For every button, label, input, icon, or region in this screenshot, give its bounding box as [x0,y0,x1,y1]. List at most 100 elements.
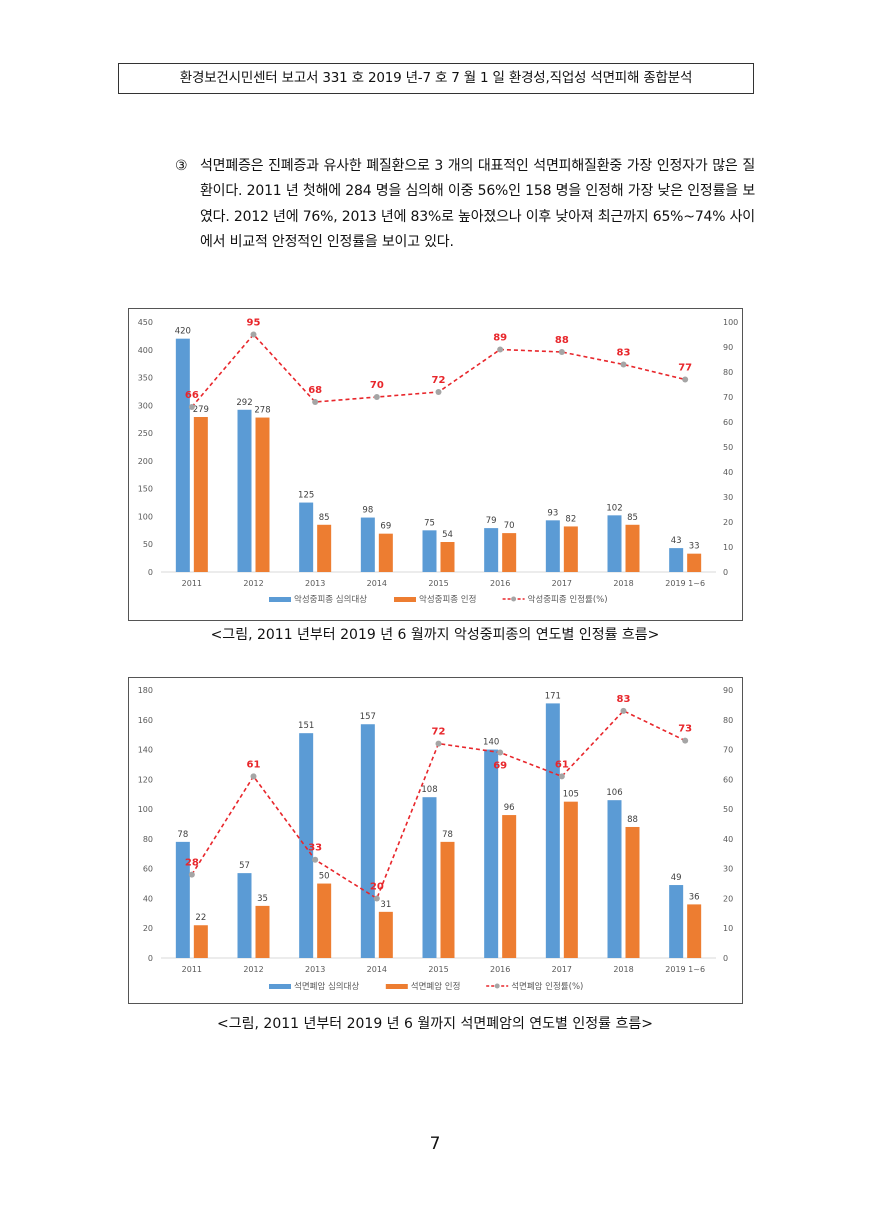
y-tick-label: 140 [138,746,153,755]
y-tick-label: 80 [143,835,153,844]
bar-recognized [440,542,455,572]
rate-data-label: 95 [247,318,261,329]
bar-data-label: 79 [486,516,497,526]
x-tick-label: 2017 [552,965,572,974]
y-tick-label: 120 [138,775,153,784]
bar-reviewed [299,502,314,572]
bar-recognized [193,925,208,958]
x-tick-label: 2015 [428,965,448,974]
rate-data-label: 77 [678,363,692,374]
bar-data-label: 82 [565,514,576,524]
body-paragraph: ③ 석면폐증은 진폐증과 유사한 폐질환으로 3 개의 대표적인 석면피해질환중… [175,154,755,255]
mesothelioma-chart: 0 50 100 150 200 250 300 350 400 450 0 10 20 30 40 50 60… [128,308,743,621]
rate-data-label: 88 [555,335,569,346]
legend-label: 석면폐암 심의대상 [294,981,359,992]
bar-data-label: 75 [424,518,435,528]
legend-swatch [269,597,291,602]
bar-recognized [625,826,640,958]
x-tick-label: 2018 [613,965,633,974]
rate-data-label: 28 [185,858,199,869]
y2-tick-label: 20 [723,894,733,903]
y2-tick-label: 30 [723,493,733,502]
y-tick-label: 60 [143,865,153,874]
bar-data-label: 78 [177,830,188,840]
bar-reviewed [607,800,622,958]
y2-tick-label: 40 [723,835,733,844]
legend-swatch [385,984,408,989]
legend-label: 악성중피종 심의대상 [294,594,367,605]
bar-reviewed [607,515,622,572]
bar-data-label: 157 [360,712,376,722]
bar-reviewed [545,703,560,958]
y-tick-label: 20 [143,924,153,933]
rate-line [191,333,686,408]
y2-tick-label: 30 [723,865,733,874]
y2-tick-label: 10 [723,543,733,552]
rate-marker [188,404,195,410]
legend-swatch [394,597,416,602]
y-tick-label: 200 [138,457,153,466]
rate-marker [373,895,380,902]
x-tick-label: 2013 [305,965,325,974]
bar-data-label: 278 [254,406,270,416]
bar-reviewed [422,797,437,958]
y-tick-label: 40 [143,894,153,903]
x-tick-label: 2012 [243,965,263,974]
list-marker: ③ [175,158,188,174]
legend-label: 석면폐암 인정률(%) [511,981,583,992]
bar-data-label: 54 [442,530,453,540]
y-tick-label: 0 [148,954,153,963]
x-tick-label: 2011 [182,579,202,588]
bar-data-label: 140 [483,738,499,748]
bar-data-label: 93 [547,508,558,518]
page-number: 7 [429,1134,441,1154]
rate-marker [558,773,565,780]
y2-tick-label: 40 [723,468,733,477]
bar-recognized [502,815,517,958]
lung-cancer-chart-svg: 0 20 40 60 80 100 120 140 160 180 0 10 20 30 40 50 60 70 8… [138,686,733,992]
y-tick-label: 350 [138,374,153,383]
bar-recognized [687,553,702,572]
rate-marker [312,399,319,405]
bar-data-label: 85 [627,513,638,523]
y2-tick-label: 0 [723,568,728,577]
mesothelioma-chart-svg: 0 50 100 150 200 250 300 350 400 450 0 10 20 30 40 50 60… [138,318,739,606]
bar-recognized [687,904,702,958]
rate-data-label: 20 [370,881,384,892]
bar-data-label: 292 [236,398,252,408]
bar-recognized [378,911,393,958]
rate-data-label: 61 [555,759,569,770]
rate-marker [558,349,565,355]
rate-marker [620,707,627,714]
x-tick-label: 2014 [367,579,387,588]
bar-reviewed [669,548,684,572]
y-tick-label: 250 [138,429,153,438]
bar-data-label: 151 [298,721,314,731]
bar-recognized [317,883,332,958]
rate-data-label: 72 [432,727,446,738]
y-tick-label: 160 [138,716,153,725]
bar-data-label: 78 [442,830,453,840]
bar-data-label: 88 [627,815,638,825]
figure-caption-2: <그림, 2011 년부터 2019 년 6 월까지 석면폐암의 연도별 인정률… [217,1016,653,1032]
rate-data-label: 66 [185,390,199,401]
bar-recognized [563,801,578,958]
y2-tick-label: 80 [723,368,733,377]
y2-tick-label: 70 [723,393,733,402]
bar-data-label: 102 [606,503,622,513]
legend-label: 악성중피종 인정률(%) [528,594,608,605]
y2-tick-label: 0 [723,954,728,963]
bar-data-label: 105 [563,790,579,800]
bar-reviewed [237,873,252,958]
bar-data-label: 70 [504,521,515,531]
x-tick-label: 2019 1~6 [665,965,705,974]
bar-data-label: 43 [671,536,682,546]
y2-tick-label: 90 [723,343,733,352]
y2-tick-label: 90 [723,686,733,695]
bar-data-label: 279 [193,405,209,415]
bar-recognized [317,524,332,572]
bar-data-label: 96 [504,803,515,813]
bar-recognized [625,524,640,572]
bar-data-label: 98 [362,506,373,516]
